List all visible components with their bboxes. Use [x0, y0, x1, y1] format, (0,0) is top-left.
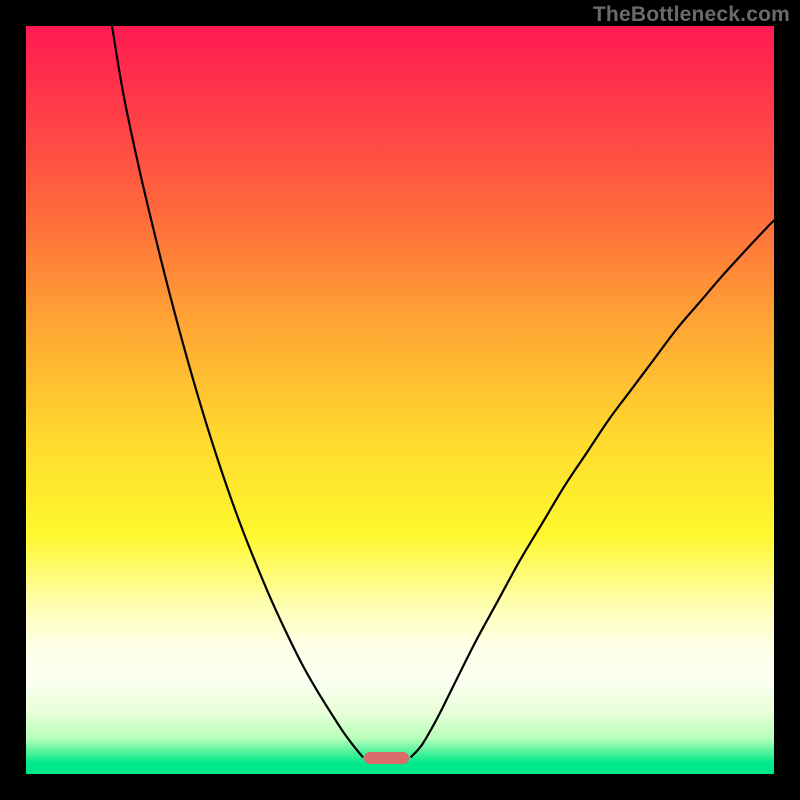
- watermark-text: TheBottleneck.com: [593, 3, 790, 27]
- curve-left: [112, 26, 363, 757]
- curve-right: [411, 220, 774, 756]
- optimal-zone-marker: [364, 752, 409, 764]
- chart-frame: TheBottleneck.com: [0, 0, 800, 800]
- plot-area: [26, 26, 774, 774]
- bottleneck-curve: [26, 26, 774, 774]
